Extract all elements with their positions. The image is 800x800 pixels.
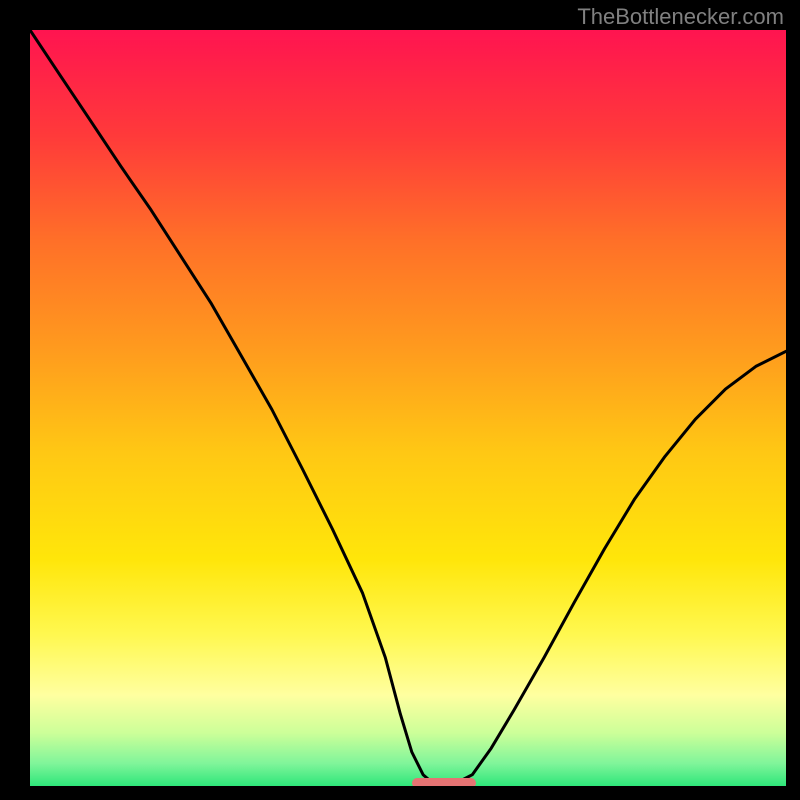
chart-container: TheBottlenecker.com: [0, 0, 800, 800]
gradient-background: [30, 30, 786, 786]
optimal-marker: [412, 778, 476, 786]
watermark-text: TheBottlenecker.com: [577, 4, 784, 30]
plot-area: [30, 30, 786, 786]
